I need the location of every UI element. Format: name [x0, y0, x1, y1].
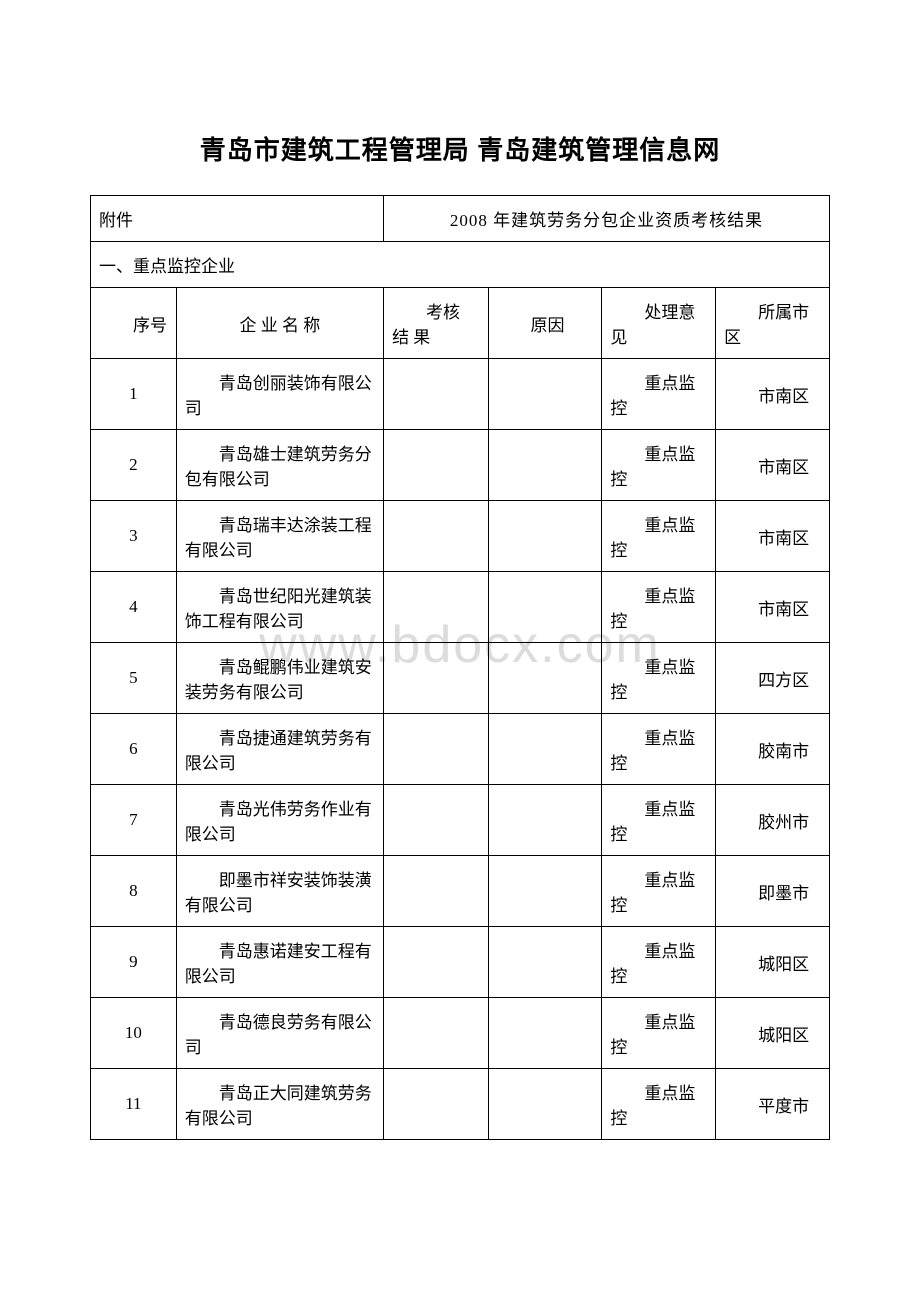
cell-reason — [488, 998, 602, 1069]
cell-reason — [488, 501, 602, 572]
header-name: 企 业 名 称 — [176, 288, 383, 359]
cell-name: 即墨市祥安装饰装潢有限公司 — [176, 856, 383, 927]
cell-result — [384, 1069, 488, 1140]
cell-num: 3 — [91, 501, 177, 572]
cell-name: 青岛捷通建筑劳务有限公司 — [176, 714, 383, 785]
cell-name: 青岛创丽装饰有限公司 — [176, 359, 383, 430]
cell-name: 青岛世纪阳光建筑装饰工程有限公司 — [176, 572, 383, 643]
cell-reason — [488, 927, 602, 998]
cell-opinion: 重点监控 — [602, 643, 716, 714]
attachment-row: 附件 2008 年建筑劳务分包企业资质考核结果 — [91, 196, 830, 242]
cell-area: 平度市 — [716, 1069, 830, 1140]
cell-reason — [488, 785, 602, 856]
cell-area: 市南区 — [716, 501, 830, 572]
cell-result — [384, 785, 488, 856]
header-result: 考核 结 果 — [384, 288, 488, 359]
cell-result — [384, 927, 488, 998]
cell-opinion: 重点监控 — [602, 1069, 716, 1140]
cell-reason — [488, 430, 602, 501]
cell-opinion: 重点监控 — [602, 998, 716, 1069]
cell-name: 青岛光伟劳务作业有限公司 — [176, 785, 383, 856]
cell-opinion: 重点监控 — [602, 785, 716, 856]
cell-reason — [488, 856, 602, 927]
cell-area: 城阳区 — [716, 998, 830, 1069]
table-row: 5青岛鲲鹏伟业建筑安装劳务有限公司 重点监控四方区 — [91, 643, 830, 714]
cell-area: 城阳区 — [716, 927, 830, 998]
cell-result — [384, 998, 488, 1069]
attachment-label: 附件 — [91, 196, 384, 242]
cell-result — [384, 359, 488, 430]
cell-opinion: 重点监控 — [602, 572, 716, 643]
header-num: 序号 — [91, 288, 177, 359]
table-row: 4青岛世纪阳光建筑装饰工程有限公司 重点监控市南区 — [91, 572, 830, 643]
cell-num: 6 — [91, 714, 177, 785]
subtitle-cell: 2008 年建筑劳务分包企业资质考核结果 — [384, 196, 830, 242]
table-row: 3青岛瑞丰达涂装工程有限公司 重点监控市南区 — [91, 501, 830, 572]
cell-opinion: 重点监控 — [602, 359, 716, 430]
cell-reason — [488, 1069, 602, 1140]
cell-name: 青岛瑞丰达涂装工程有限公司 — [176, 501, 383, 572]
cell-result — [384, 501, 488, 572]
cell-result — [384, 643, 488, 714]
cell-num: 11 — [91, 1069, 177, 1140]
cell-area: 胶南市 — [716, 714, 830, 785]
cell-num: 4 — [91, 572, 177, 643]
cell-num: 1 — [91, 359, 177, 430]
table-row: 1青岛创丽装饰有限公司 重点监控市南区 — [91, 359, 830, 430]
cell-reason — [488, 359, 602, 430]
cell-area: 市南区 — [716, 572, 830, 643]
section-label: 一、重点监控企业 — [91, 242, 830, 288]
cell-area: 即墨市 — [716, 856, 830, 927]
cell-num: 9 — [91, 927, 177, 998]
page-title: 青岛市建筑工程管理局 青岛建筑管理信息网 — [90, 130, 830, 167]
header-opinion: 处理意见 — [602, 288, 716, 359]
cell-result — [384, 856, 488, 927]
main-table: 附件 2008 年建筑劳务分包企业资质考核结果 一、重点监控企业 序号 企 业 … — [90, 195, 830, 1140]
cell-reason — [488, 643, 602, 714]
section-row: 一、重点监控企业 — [91, 242, 830, 288]
cell-name: 青岛惠诺建安工程有限公司 — [176, 927, 383, 998]
cell-area: 市南区 — [716, 430, 830, 501]
cell-name: 青岛正大同建筑劳务有限公司 — [176, 1069, 383, 1140]
cell-opinion: 重点监控 — [602, 927, 716, 998]
header-row: 序号 企 业 名 称 考核 结 果 原因 处理意见 所属市区 — [91, 288, 830, 359]
cell-reason — [488, 714, 602, 785]
cell-opinion: 重点监控 — [602, 856, 716, 927]
cell-num: 10 — [91, 998, 177, 1069]
cell-reason — [488, 572, 602, 643]
cell-num: 8 — [91, 856, 177, 927]
cell-num: 2 — [91, 430, 177, 501]
table-row: 9青岛惠诺建安工程有限公司 重点监控城阳区 — [91, 927, 830, 998]
header-reason: 原因 — [488, 288, 602, 359]
table-row: 8即墨市祥安装饰装潢有限公司 重点监控即墨市 — [91, 856, 830, 927]
table-row: 6青岛捷通建筑劳务有限公司 重点监控胶南市 — [91, 714, 830, 785]
cell-result — [384, 572, 488, 643]
table-row: 7青岛光伟劳务作业有限公司 重点监控胶州市 — [91, 785, 830, 856]
header-area: 所属市区 — [716, 288, 830, 359]
cell-area: 市南区 — [716, 359, 830, 430]
table-row: 2青岛雄士建筑劳务分包有限公司 重点监控市南区 — [91, 430, 830, 501]
table-row: 10青岛德良劳务有限公司 重点监控城阳区 — [91, 998, 830, 1069]
cell-opinion: 重点监控 — [602, 501, 716, 572]
cell-area: 胶州市 — [716, 785, 830, 856]
cell-name: 青岛鲲鹏伟业建筑安装劳务有限公司 — [176, 643, 383, 714]
cell-opinion: 重点监控 — [602, 714, 716, 785]
cell-result — [384, 714, 488, 785]
cell-num: 5 — [91, 643, 177, 714]
cell-area: 四方区 — [716, 643, 830, 714]
table-row: 11青岛正大同建筑劳务有限公司 重点监控平度市 — [91, 1069, 830, 1140]
cell-name: 青岛德良劳务有限公司 — [176, 998, 383, 1069]
cell-opinion: 重点监控 — [602, 430, 716, 501]
cell-result — [384, 430, 488, 501]
cell-num: 7 — [91, 785, 177, 856]
cell-name: 青岛雄士建筑劳务分包有限公司 — [176, 430, 383, 501]
